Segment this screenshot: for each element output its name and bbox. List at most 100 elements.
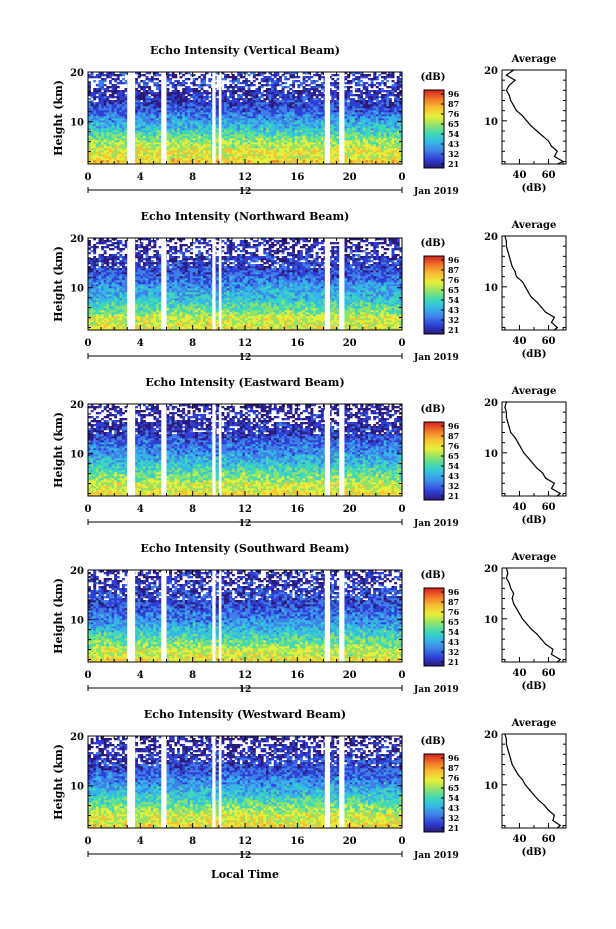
- average-profile-point: [524, 286, 526, 288]
- average-profile-point: [536, 301, 538, 303]
- average-profile-point: [505, 401, 507, 403]
- average-profile-point: [556, 661, 558, 663]
- date-label: Jan 2019: [413, 685, 459, 695]
- average-x-tick-label: 60: [542, 170, 556, 181]
- average-x-tick-label: 60: [542, 502, 556, 513]
- average-y-tick-label: 10: [484, 449, 498, 460]
- average-profile-point: [511, 763, 513, 766]
- average-frame: [501, 401, 567, 497]
- heatmap-field: [88, 404, 403, 497]
- average-profile-point: [550, 321, 553, 323]
- y-tick-label: 20: [70, 400, 84, 411]
- date-marker: 12: [239, 187, 252, 197]
- average-x-tick-label: 60: [542, 336, 556, 347]
- date-marker: 12: [239, 685, 252, 695]
- colorbar-tick-label: 87: [448, 597, 459, 607]
- data-gap: [339, 736, 345, 828]
- x-tick-label: 0: [85, 338, 92, 349]
- average-profile-point: [510, 99, 512, 102]
- colorbar-tick-label: 87: [448, 763, 459, 773]
- x-tick-label: 8: [189, 504, 196, 515]
- average-profile-point: [510, 758, 512, 761]
- average-frame: [501, 567, 567, 663]
- average-x-label: (dB): [522, 515, 547, 526]
- average-y-tick-label: 20: [484, 730, 498, 741]
- average-profile-point: [550, 487, 553, 489]
- colorbar-tick-label: 96: [448, 587, 460, 597]
- colorbar-tick-label: 76: [448, 773, 460, 783]
- average-profile-point: [523, 452, 525, 454]
- date-marker: 12: [239, 353, 252, 363]
- average-profile-point: [508, 426, 510, 429]
- colorbar-tick-label: 76: [448, 275, 460, 285]
- average-title: Average: [511, 386, 557, 397]
- average-profile-point: [553, 316, 555, 318]
- colorbar-tick-label: 96: [448, 753, 460, 763]
- date-marker: 12: [239, 851, 252, 861]
- x-tick-label: 0: [399, 172, 406, 183]
- average-profile-point: [508, 582, 510, 584]
- average-profile-point: [530, 296, 532, 298]
- average-profile-point: [511, 265, 513, 268]
- date-label: Jan 2019: [413, 851, 459, 861]
- panel-0: Echo Intensity (Vertical Beam) 10 20 Height…: [52, 44, 567, 197]
- x-tick-label: 12: [238, 670, 252, 681]
- average-profile-point: [510, 587, 512, 589]
- data-gap: [161, 404, 167, 496]
- heatmap-field: [88, 238, 403, 331]
- x-tick-label: 0: [85, 172, 92, 183]
- colorbar: [423, 89, 445, 169]
- data-gap: [218, 404, 222, 496]
- average-profile-point: [547, 140, 550, 142]
- average-y-tick-label: 10: [484, 283, 498, 294]
- average-y-tick-label: 10: [484, 117, 498, 128]
- colorbar-title: (dB): [421, 404, 446, 415]
- colorbar-tick-label: 65: [448, 119, 459, 129]
- colorbar-tick-label: 21: [448, 159, 459, 169]
- average-frame: [501, 235, 567, 331]
- colorbar-tick-label: 54: [448, 461, 460, 471]
- colorbar-tick-label: 32: [448, 149, 459, 159]
- average-profile-point: [527, 457, 529, 459]
- x-tick-label: 0: [399, 504, 406, 515]
- colorbar-tick-label: 32: [448, 315, 459, 325]
- average-profile-point: [521, 115, 523, 117]
- average-profile-point: [531, 462, 534, 464]
- data-gap: [127, 72, 136, 164]
- data-gap: [339, 72, 345, 164]
- y-tick-label: 10: [70, 616, 84, 627]
- data-gap: [127, 570, 136, 662]
- x-tick-label: 12: [238, 172, 252, 183]
- average-profile-point: [559, 492, 561, 495]
- average-x-label: (dB): [522, 183, 547, 194]
- date-label: Jan 2019: [413, 187, 459, 197]
- colorbar: [423, 421, 445, 501]
- average-profile-point: [513, 104, 515, 107]
- average-x-tick-label: 60: [542, 668, 556, 679]
- average-profile-point: [530, 628, 532, 630]
- x-tick-label: 4: [137, 670, 144, 681]
- average-profile-line: [504, 401, 562, 497]
- x-tick-label: 12: [238, 836, 252, 847]
- average-profile-point: [505, 240, 507, 242]
- colorbar-tick-label: 43: [448, 305, 460, 315]
- data-gap: [212, 736, 216, 828]
- colorbar-tick-label: 32: [448, 481, 459, 491]
- colorbar-tick-label: 21: [448, 491, 459, 501]
- average-profile-line: [504, 733, 562, 829]
- average-profile-point: [508, 255, 510, 257]
- x-tick-label: 20: [343, 670, 357, 681]
- average-profile-point: [517, 774, 519, 776]
- y-tick-label: 20: [70, 566, 84, 577]
- colorbar-tick-label: 96: [448, 89, 460, 99]
- colorbar-title: (dB): [421, 72, 446, 83]
- average-profile-point: [518, 613, 521, 615]
- average-profile-point: [556, 827, 558, 829]
- average-profile-point: [545, 477, 547, 479]
- data-gap: [324, 736, 331, 828]
- average-profile-point: [505, 743, 507, 745]
- colorbar-tick-label: 21: [448, 325, 459, 335]
- x-axis-label-local-time: Local Time: [211, 868, 279, 881]
- data-gap: [127, 736, 136, 828]
